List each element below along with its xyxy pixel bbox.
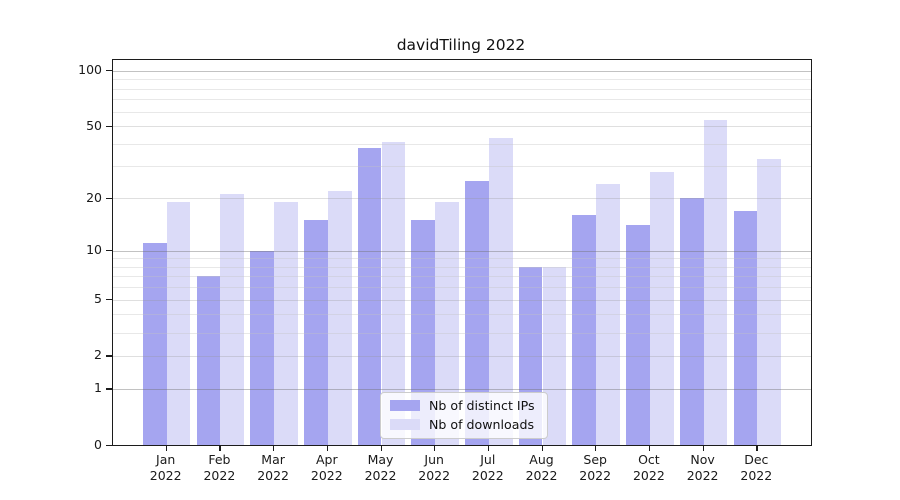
x-tick-mark xyxy=(756,446,758,451)
plot-area xyxy=(112,59,812,446)
y-tick-label: 50 xyxy=(86,117,102,133)
gridline-y-20 xyxy=(113,198,811,199)
bar-downloads-may-2022 xyxy=(381,141,406,445)
x-tick-mark xyxy=(487,446,490,451)
bar-downloads-apr-2022 xyxy=(327,190,352,445)
gridline-y-6 xyxy=(113,287,811,289)
legend-row: Nb of downloads xyxy=(390,417,538,432)
x-tick-label: Jul 2022 xyxy=(471,452,504,483)
x-tick-mark xyxy=(219,446,221,451)
bar-downloads-jul-2022 xyxy=(488,138,513,445)
y-tick-mark xyxy=(106,388,112,390)
y-tick-mark xyxy=(106,197,112,199)
legend-label-distinct-ips: Nb of distinct IPs xyxy=(429,398,535,413)
gridline-y-9 xyxy=(113,258,811,260)
gridline-y-60 xyxy=(113,111,811,113)
x-tick-mark xyxy=(702,446,704,451)
x-tick-label: May 2022 xyxy=(364,452,397,483)
bar-distinct-ips-jun-2022 xyxy=(411,220,436,445)
gridline-y-80 xyxy=(113,88,811,90)
bar-distinct-ips-apr-2022 xyxy=(304,220,328,445)
y-tick-mark xyxy=(106,125,112,127)
x-tick-mark xyxy=(380,446,382,451)
x-tick-mark xyxy=(273,446,275,451)
gridline-y-70 xyxy=(113,99,811,101)
x-tick-label: Jun 2022 xyxy=(418,452,451,483)
bar-downloads-oct-2022 xyxy=(649,171,674,445)
gridline-y-90 xyxy=(113,79,811,81)
gridline-y-50 xyxy=(113,126,811,127)
gridline-y-30 xyxy=(113,166,811,168)
gridline-y-8 xyxy=(113,266,811,268)
x-tick-mark xyxy=(434,446,436,451)
bar-downloads-jun-2022 xyxy=(435,202,459,445)
gridline-y-40 xyxy=(113,143,811,145)
bar-distinct-ips-jan-2022 xyxy=(142,243,167,445)
x-tick-mark xyxy=(541,446,543,451)
chart-title: davidTiling 2022 xyxy=(396,36,526,54)
x-tick-mark xyxy=(648,446,651,451)
bar-downloads-nov-2022 xyxy=(703,119,728,445)
y-tick-label: 0 xyxy=(94,436,102,452)
bar-downloads-mar-2022 xyxy=(274,202,298,445)
bar-distinct-ips-nov-2022 xyxy=(679,198,704,445)
x-tick-label: Sep 2022 xyxy=(579,452,612,483)
x-tick-label: Apr 2022 xyxy=(310,452,343,483)
gridline-y-7 xyxy=(113,276,811,278)
legend-row: Nb of distinct IPs xyxy=(390,398,538,413)
x-tick-label: Feb 2022 xyxy=(203,452,236,483)
legend: Nb of distinct IPs Nb of downloads xyxy=(380,392,548,439)
y-tick-mark xyxy=(106,444,112,446)
y-tick-label: 100 xyxy=(78,62,102,78)
gridline-y-10 xyxy=(113,250,811,252)
x-tick-label: Jan 2022 xyxy=(149,452,182,483)
y-tick-label: 10 xyxy=(86,242,102,257)
bar-downloads-sep-2022 xyxy=(596,183,620,445)
bar-distinct-ips-mar-2022 xyxy=(250,250,275,445)
x-tick-label: Nov 2022 xyxy=(686,452,719,483)
legend-swatch-downloads xyxy=(390,419,420,430)
x-tick-label: Aug 2022 xyxy=(525,452,558,483)
y-tick-label: 1 xyxy=(94,380,102,396)
legend-swatch-distinct-ips xyxy=(390,400,420,411)
bar-distinct-ips-feb-2022 xyxy=(196,276,221,445)
y-tick-label: 2 xyxy=(94,347,102,363)
bar-downloads-feb-2022 xyxy=(220,194,245,445)
gridline-y-3 xyxy=(113,332,811,334)
y-tick-mark xyxy=(106,250,112,252)
gridline-y-1 xyxy=(113,388,811,390)
x-tick-mark xyxy=(595,446,597,451)
y-tick-mark xyxy=(106,299,112,301)
gridline-y-5 xyxy=(113,299,811,301)
legend-label-downloads: Nb of downloads xyxy=(429,417,535,432)
x-tick-mark xyxy=(326,446,329,451)
x-tick-label: Oct 2022 xyxy=(632,452,665,483)
x-tick-label: Mar 2022 xyxy=(257,452,289,483)
bar-distinct-ips-sep-2022 xyxy=(572,215,597,445)
y-tick-mark xyxy=(106,70,112,72)
y-tick-label: 20 xyxy=(86,189,102,205)
bar-distinct-ips-oct-2022 xyxy=(626,225,650,445)
gridline-y-4 xyxy=(113,314,811,316)
bar-distinct-ips-dec-2022 xyxy=(733,210,758,445)
x-tick-mark xyxy=(165,446,167,451)
y-tick-label: 5 xyxy=(94,291,102,307)
bar-downloads-jan-2022 xyxy=(166,202,191,445)
gridline-y-2 xyxy=(113,355,811,357)
bar-distinct-ips-may-2022 xyxy=(357,147,382,445)
y-tick-mark xyxy=(106,355,112,357)
x-tick-label: Dec 2022 xyxy=(740,452,773,483)
bar-downloads-aug-2022 xyxy=(542,266,567,445)
gridline-y-100 xyxy=(113,70,811,72)
bar-downloads-dec-2022 xyxy=(757,158,782,445)
bar-distinct-ips-jul-2022 xyxy=(465,180,489,445)
